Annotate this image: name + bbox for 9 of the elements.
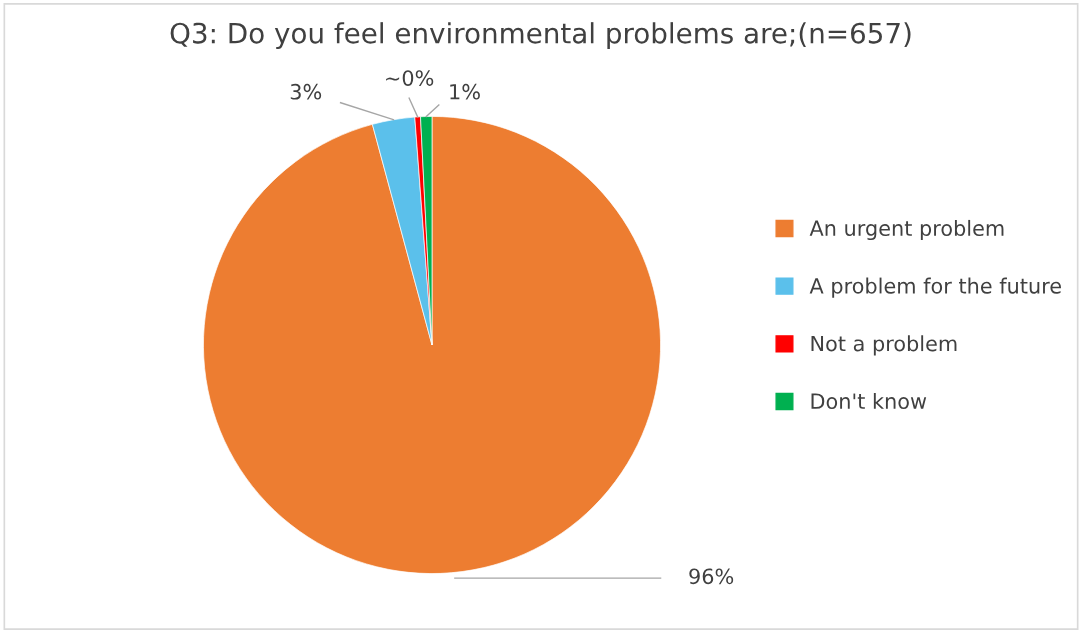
legend-label: Not a problem [811, 335, 957, 356]
data-label: 96% [689, 568, 734, 585]
legend-label: Don't know [811, 392, 927, 410]
data-label: 3% [290, 83, 322, 100]
data-label: 1% [450, 83, 480, 100]
legend-label: A problem for the future [809, 277, 1061, 298]
data-label: ~0% [386, 70, 434, 86]
chart-title: Q3: Do you feel environmental problems are;(n=657) [170, 22, 911, 50]
legend-label: An urgent problem [809, 219, 1004, 241]
